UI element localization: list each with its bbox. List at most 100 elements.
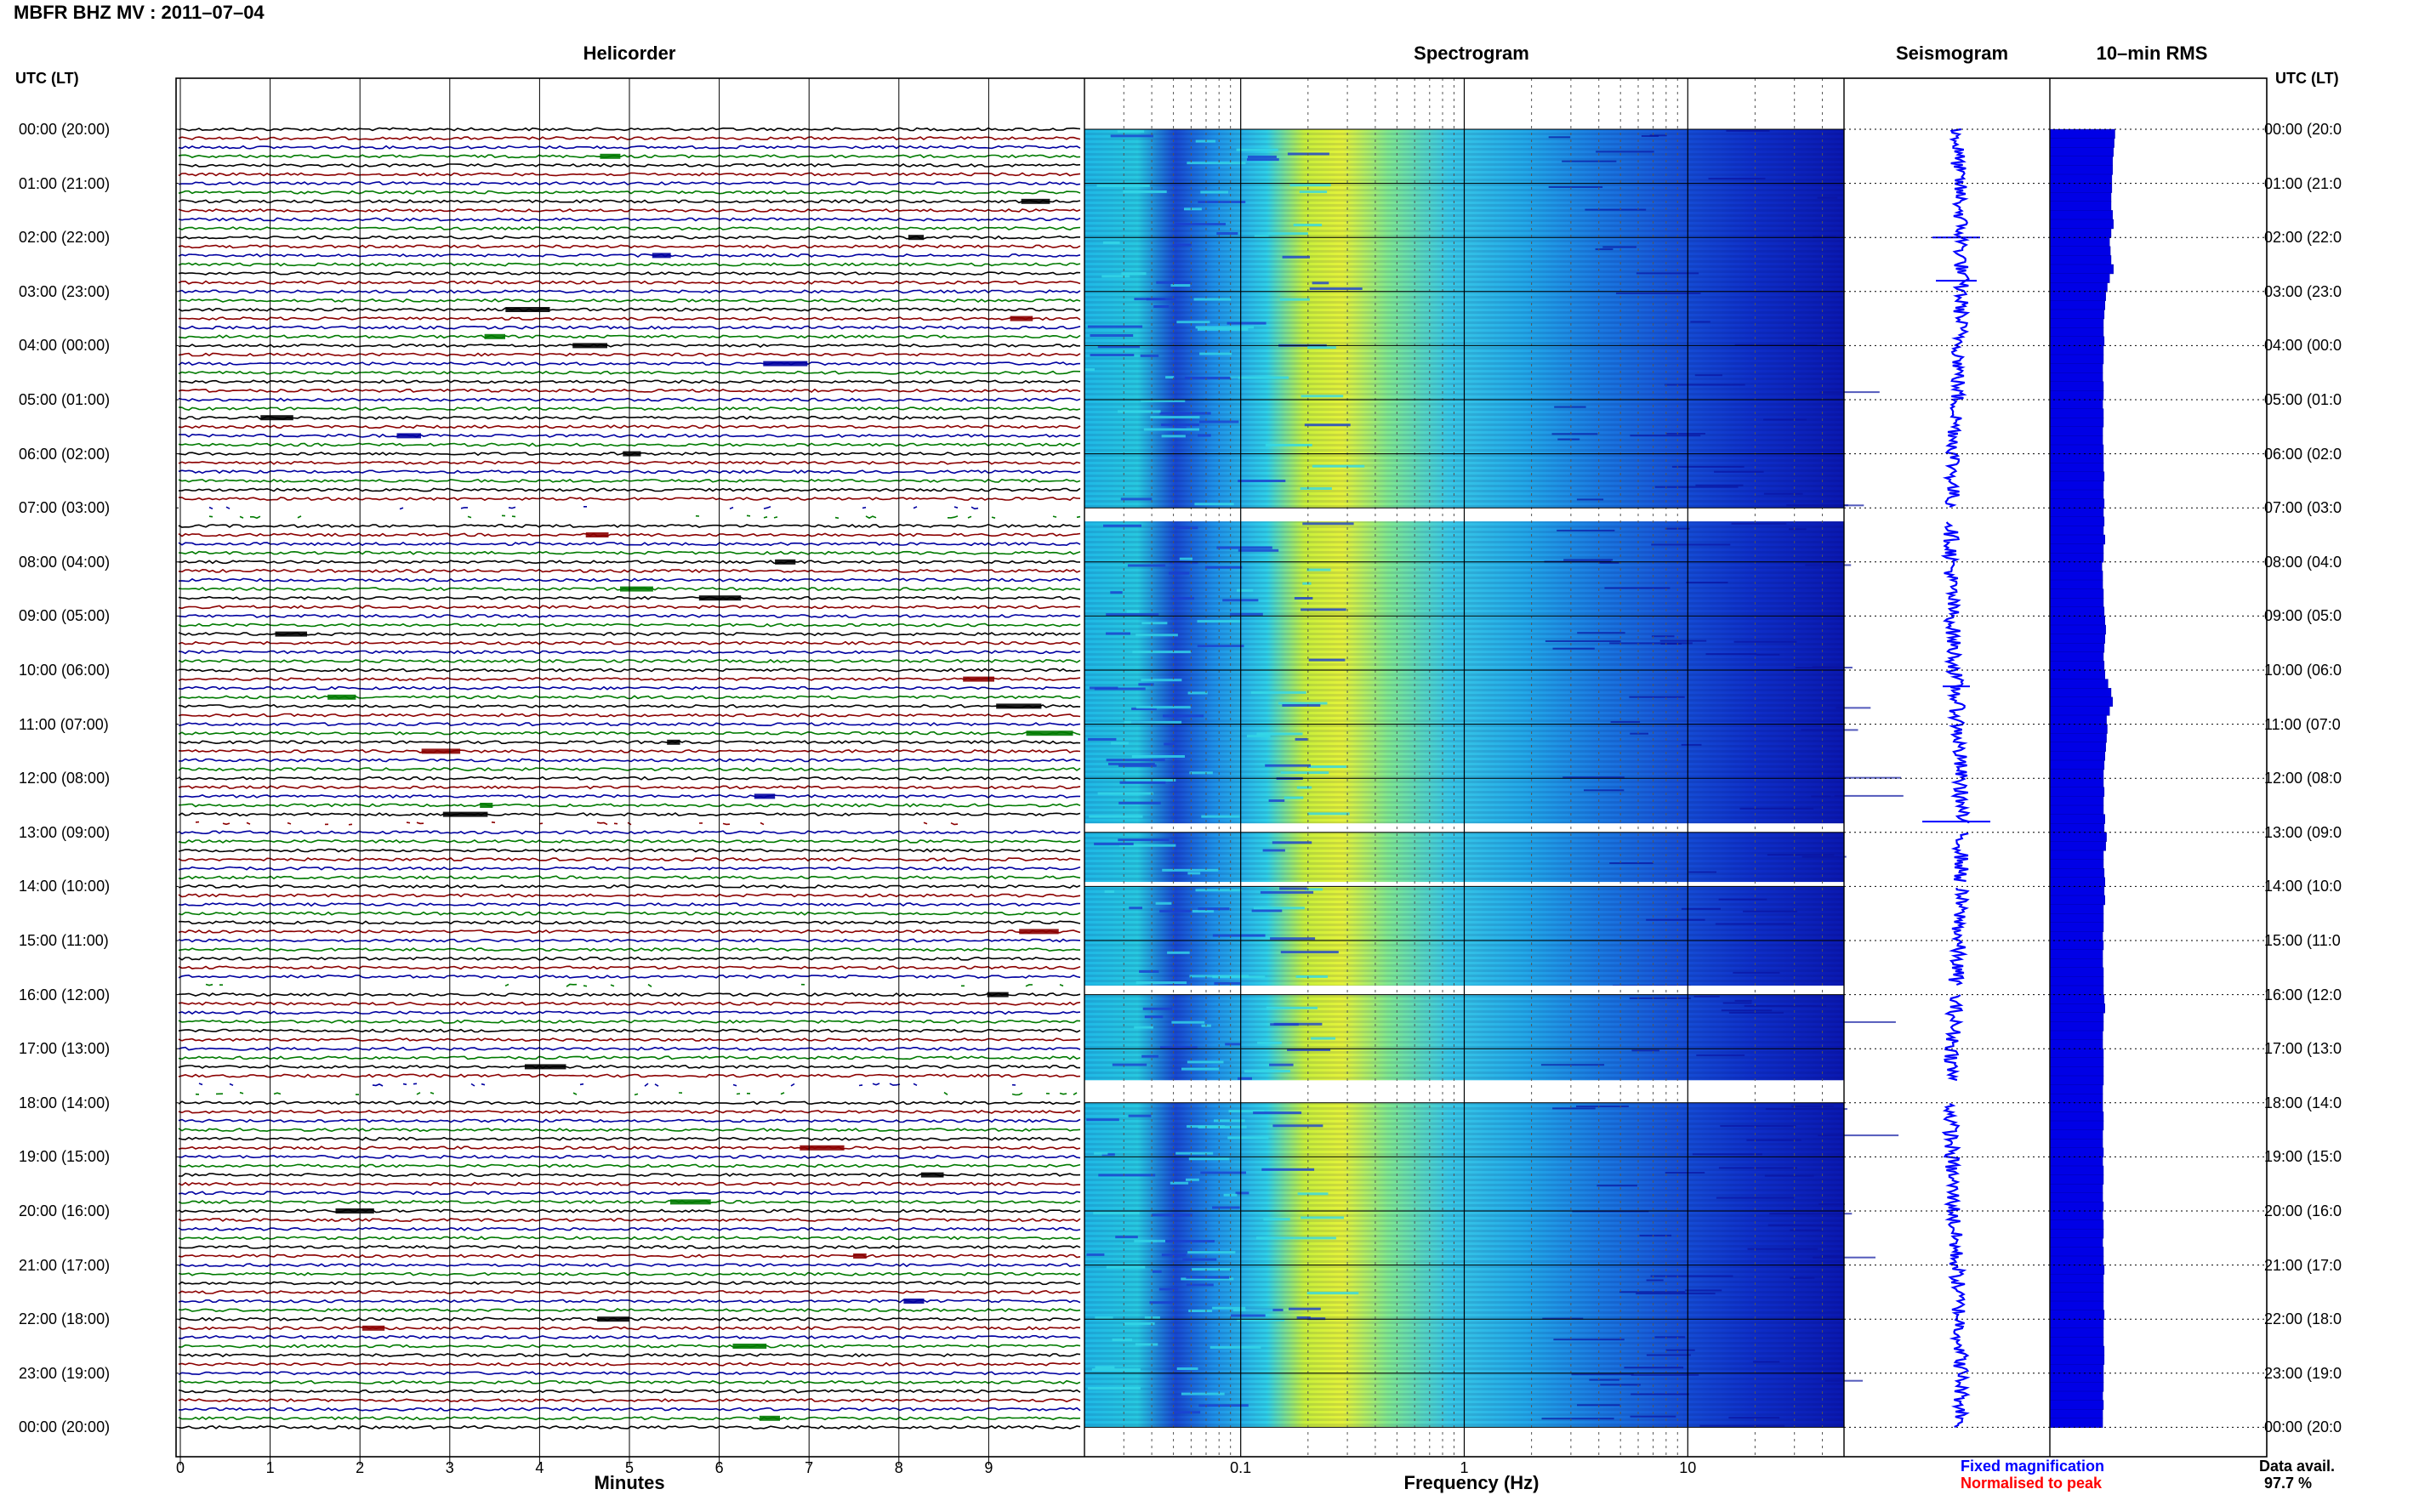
spectrogram-cell xyxy=(1093,1212,1140,1215)
spectrogram-cell xyxy=(1265,764,1311,767)
minute-tick-label: 7 xyxy=(805,1459,814,1476)
spectrogram-cell xyxy=(1184,377,1238,379)
rms-bar xyxy=(2049,489,2104,500)
spectrogram-cell xyxy=(1153,1270,1162,1273)
rms-bar xyxy=(2049,1075,2104,1086)
time-label-left: 10:00 (06:00) xyxy=(19,662,111,679)
rms-bar xyxy=(2049,553,2104,563)
helicorder-event xyxy=(759,1415,780,1421)
spectrogram-cell xyxy=(1261,1168,1315,1171)
spectrogram-cell xyxy=(1112,1339,1133,1342)
spectrogram-cell xyxy=(1198,434,1211,437)
rms-bar xyxy=(2049,1310,2105,1320)
spectrogram-cell xyxy=(1694,374,1722,377)
rms-bar xyxy=(2049,282,2108,293)
spectrogram-cell xyxy=(1733,640,1797,643)
spectrogram-cell xyxy=(1790,1229,1824,1231)
spectrogram-cell xyxy=(1124,1322,1155,1325)
spectrogram-cell xyxy=(1585,208,1647,211)
helicorder-event xyxy=(754,793,776,799)
spectrogram-cell xyxy=(1791,1105,1834,1107)
rms-bar xyxy=(2049,453,2104,463)
spectrogram-cell xyxy=(1181,1277,1234,1281)
spectrogram-cell xyxy=(1553,1339,1625,1341)
spectrogram-cell xyxy=(1253,907,1305,910)
spectrogram-cell xyxy=(1834,794,1904,797)
spectrogram-cell xyxy=(1665,1172,1705,1174)
rms-bar xyxy=(2049,399,2103,410)
spectrogram-cell xyxy=(1141,622,1168,625)
spectrogram-cell xyxy=(1188,1157,1230,1161)
spectrogram-cell xyxy=(1805,564,1852,566)
rms-bar xyxy=(2049,1318,2104,1329)
spectrogram-cell xyxy=(1610,721,1641,723)
spectrogram-cell xyxy=(1108,762,1155,765)
spectrogram-cell xyxy=(1160,1046,1198,1049)
spectrogram-cell xyxy=(1604,587,1671,589)
spectrogram-cell xyxy=(1268,799,1285,802)
spectrogram-cell xyxy=(1659,639,1707,642)
spectrogram-cell xyxy=(1651,543,1731,546)
spectrogram-heatmap xyxy=(1084,78,1904,1457)
spectrogram-cell xyxy=(1734,344,1818,346)
spectrogram-cell xyxy=(1106,632,1130,635)
spectrogram-cell xyxy=(1182,1258,1217,1261)
rms-bar xyxy=(2049,165,2114,175)
spectrogram-cell xyxy=(1157,1240,1215,1243)
rms-bar xyxy=(2049,1282,2104,1293)
spectrogram-cell xyxy=(1131,755,1185,758)
spectrogram-cell xyxy=(1225,1043,1241,1046)
spectrogram-cell xyxy=(1248,156,1277,158)
rms-bar xyxy=(2049,1265,2105,1275)
rms-bar xyxy=(2049,1129,2103,1140)
helicorder-event xyxy=(524,1064,566,1070)
rms-bar xyxy=(2049,759,2105,770)
spectrogram-cell xyxy=(1090,334,1134,337)
spectrogram-cell xyxy=(1238,549,1279,552)
helicorder-event xyxy=(585,532,609,537)
spectrogram-cell xyxy=(1278,702,1328,705)
helicorder-event xyxy=(480,803,493,808)
time-label-right: 15:00 (11:0 xyxy=(2264,932,2341,949)
spectrogram-cell xyxy=(1141,679,1182,682)
rms-bar xyxy=(2049,1382,2104,1392)
panel-title-rms: 10–min RMS xyxy=(2096,43,2208,64)
spectrogram-cell xyxy=(1231,1314,1266,1317)
spectrogram-cell xyxy=(1280,771,1329,775)
rms-bar xyxy=(2049,183,2113,193)
rms-bar xyxy=(2049,1219,2104,1230)
spectrogram-cell xyxy=(1201,815,1240,818)
spectrogram-cell xyxy=(1216,232,1238,235)
spectrogram-cell xyxy=(1087,1387,1141,1390)
spectrogram-cell xyxy=(1172,243,1192,247)
rms-bar xyxy=(2049,408,2104,418)
spectrogram-cell xyxy=(1192,1268,1232,1271)
spectrogram-cell xyxy=(1820,1254,1845,1257)
spectrogram-cell xyxy=(1135,1343,1158,1346)
rms-bar xyxy=(2049,138,2114,148)
helicorder-event xyxy=(963,676,994,682)
spectrogram-cell xyxy=(1282,255,1310,259)
rms-bar xyxy=(2049,696,2114,707)
rms-bar xyxy=(2049,426,2103,436)
spectrogram-cell xyxy=(1101,275,1130,278)
rms-bar xyxy=(2049,859,2104,869)
spectrogram-cell xyxy=(1129,907,1142,910)
rms-bar xyxy=(2049,435,2103,446)
rms-bar xyxy=(2049,1390,2103,1401)
spectrogram-cell xyxy=(1186,1283,1214,1287)
spectrogram-cell xyxy=(1301,608,1346,611)
rms-bar xyxy=(2049,336,2105,346)
spectrogram-cell xyxy=(1118,844,1176,847)
rms-bar xyxy=(2049,958,2103,969)
time-label-right: 00:00 (20:0 xyxy=(2264,1418,2342,1436)
spectrogram-cell xyxy=(1098,1174,1156,1177)
spectrogram-cell xyxy=(1301,1216,1344,1219)
time-label-right: 12:00 (08:0 xyxy=(2264,770,2342,787)
page-title: MBFR BHZ MV : 2011–07–04 xyxy=(14,2,265,23)
rms-bar xyxy=(2049,390,2104,401)
helicorder-event xyxy=(652,253,671,259)
spectrogram-cell xyxy=(1654,486,1739,488)
seismogram-line xyxy=(1940,128,1971,1429)
spectrogram-cell xyxy=(1718,1167,1797,1169)
